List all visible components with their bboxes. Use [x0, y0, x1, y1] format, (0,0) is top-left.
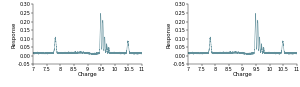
X-axis label: Charge: Charge — [232, 72, 252, 77]
Y-axis label: Response: Response — [12, 21, 16, 48]
Y-axis label: Response: Response — [167, 21, 172, 48]
X-axis label: Charge: Charge — [78, 72, 98, 77]
